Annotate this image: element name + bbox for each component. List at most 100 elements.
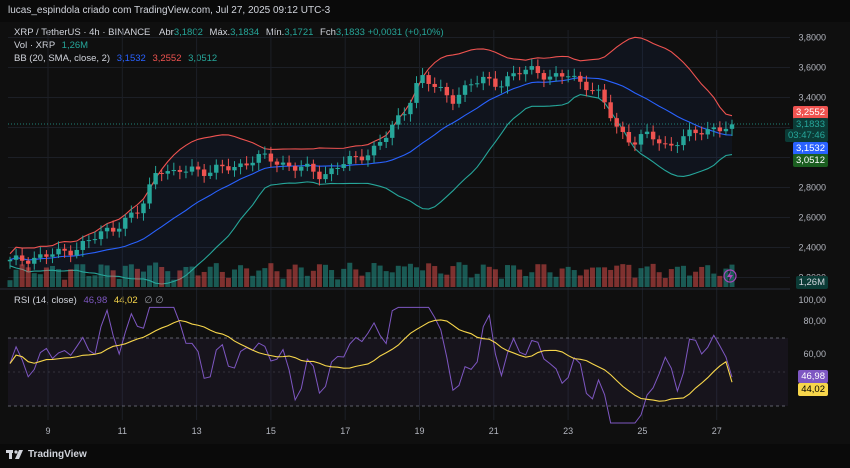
volume-bar: [183, 266, 189, 287]
candle-body: [359, 156, 365, 161]
volume-bar: [134, 268, 140, 287]
volume-bar: [225, 277, 231, 287]
candle-body: [244, 163, 249, 166]
footer: [0, 444, 850, 468]
candle-body: [402, 114, 407, 116]
candle-body: [693, 129, 698, 134]
tradingview-logo[interactable]: TradingView: [6, 448, 87, 460]
candle-body: [68, 250, 73, 256]
volume-bar: [177, 270, 183, 287]
time-axis-label: 17: [340, 426, 350, 436]
volume-bar: [444, 274, 450, 287]
volume-bar: [389, 272, 395, 287]
candle-body: [371, 145, 377, 156]
volume-bar: [147, 265, 153, 287]
candle-body: [117, 228, 122, 232]
volume-legend[interactable]: Vol · XRP 1,26M: [14, 40, 89, 51]
candle-body: [153, 173, 158, 185]
rsi-line: [9, 306, 733, 424]
volume-bar: [596, 267, 602, 287]
volume-bar: [316, 264, 322, 287]
volume-bar: [523, 275, 529, 287]
time-axis-label: 25: [637, 426, 647, 436]
candle-body: [292, 166, 298, 171]
candle-body: [529, 66, 534, 70]
volume-bar: [583, 269, 589, 287]
candle-body: [541, 73, 547, 80]
volume-bar: [268, 263, 274, 287]
candle-body: [620, 126, 625, 132]
volume-bar: [693, 271, 699, 287]
volume-bar: [298, 267, 304, 287]
candle-body: [699, 133, 704, 135]
brand-name: TradingView: [28, 448, 87, 460]
volume-bar: [644, 266, 650, 287]
volume-bar: [492, 269, 498, 287]
volume-bar: [238, 265, 244, 287]
chart-canvas[interactable]: 3,80003,60003,40003,20003,00002,80002,60…: [0, 0, 850, 444]
candle-body: [80, 240, 86, 250]
volume-bar: [43, 267, 49, 287]
bb-lower-tag: 3,0512: [792, 154, 828, 167]
time-axis-label: 9: [45, 426, 50, 436]
volume-bar: [31, 273, 37, 287]
volume-bar: [608, 269, 614, 287]
rsi-legend[interactable]: RSI (14, close) 46,98 44,02 ∅ ∅: [14, 295, 164, 306]
candle-body: [590, 90, 595, 92]
candle-body: [505, 76, 510, 87]
price-axis-label: 3,8000: [798, 33, 826, 43]
volume-bar: [626, 264, 632, 287]
candle-body: [353, 156, 359, 158]
candle-body: [250, 162, 255, 166]
candle-body: [341, 164, 346, 169]
candle-body: [165, 171, 170, 174]
volume-bar: [632, 277, 638, 287]
candle-body: [559, 73, 565, 77]
candle-body: [104, 227, 110, 232]
volume-bar: [559, 268, 565, 287]
symbol-legend[interactable]: XRP / TetherUS · 4h · BINANCE Abr3,1802 …: [14, 27, 444, 38]
top-bar: lucas_espindola criado com TradingView.c…: [0, 0, 850, 22]
volume-bar: [371, 263, 377, 287]
candle-body: [92, 239, 98, 241]
volume-bar: [37, 274, 43, 287]
volume-bar: [462, 264, 468, 287]
volume-bar: [153, 262, 159, 287]
candle-body: [177, 169, 183, 172]
volume-bar: [322, 264, 328, 287]
price-axis-label: 2,8000: [798, 183, 826, 193]
volume-bar: [620, 264, 626, 287]
volume-bar: [614, 265, 620, 287]
volume-bar: [517, 269, 523, 287]
candle-body: [468, 84, 474, 86]
candle-body: [408, 102, 413, 115]
bb-upper-tag: 3,2552: [792, 106, 828, 119]
candle-body: [62, 248, 67, 251]
candle-body: [286, 162, 292, 167]
candle-body: [729, 124, 735, 129]
volume-bar: [110, 270, 116, 287]
candle-body: [220, 164, 225, 167]
candle-body: [487, 76, 492, 79]
symbol-name: XRP / TetherUS · 4h · BINANCE: [14, 27, 151, 38]
candle-body: [584, 81, 589, 91]
candle-body: [110, 227, 116, 232]
volume-bar: [116, 278, 122, 287]
volume-bar: [687, 275, 693, 287]
rsi-axis-label: 100,00: [798, 295, 826, 305]
candle-body: [335, 168, 340, 170]
volume-bar: [201, 271, 207, 287]
candle-body: [632, 142, 638, 145]
candle-body: [450, 95, 456, 104]
volume-bar: [577, 275, 583, 287]
candle-body: [511, 73, 516, 77]
candle-body: [456, 94, 462, 104]
candle-body: [13, 255, 19, 260]
lightning-icon[interactable]: [723, 269, 737, 283]
candle-body: [681, 136, 686, 146]
candle-body: [38, 254, 43, 258]
volume-bar: [589, 267, 595, 287]
volume-bar: [468, 277, 474, 287]
volume-bar: [541, 264, 547, 287]
bb-legend[interactable]: BB (20, SMA, close, 2) 3,1532 3,2552 3,0…: [14, 53, 218, 64]
